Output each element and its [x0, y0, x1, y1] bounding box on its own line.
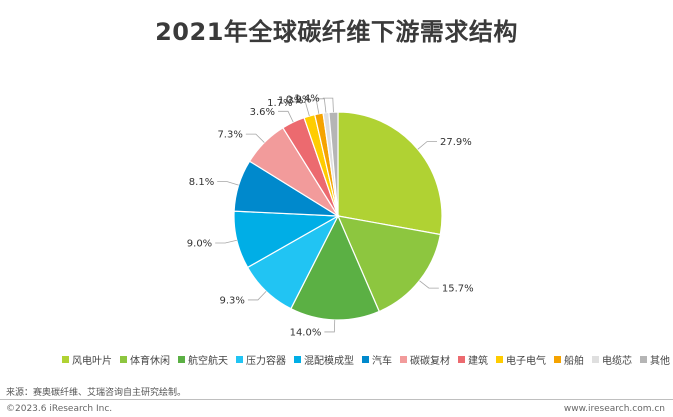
legend-swatch-0	[62, 356, 69, 363]
legend-swatch-4	[294, 356, 301, 363]
pie-slice-1	[337, 215, 442, 313]
legend-label-5: 汽车	[372, 356, 392, 367]
legend-item-7: 建筑	[458, 352, 488, 367]
legend-label-10: 电缆芯	[602, 356, 632, 367]
legend-label-0: 风电叶片	[72, 356, 112, 367]
legend-item-10: 电缆芯	[592, 352, 632, 367]
pie-slice-2	[290, 214, 381, 321]
legend-swatch-1	[120, 356, 127, 363]
pie-chart: 27.9% 15.7% 14.0% 9.3% 9.0% 8.1% 7.3% 3.6%1.7%1…	[187, 94, 474, 339]
copyright-text: ©2023.6 iResearch Inc.	[6, 404, 113, 414]
legend-item-11: 其他	[640, 352, 670, 367]
chart-legend: 风电叶片 体育休闲 航空航天 压力容器 混配模成型 汽车 碳碳复材 建筑 电子电气 船舶 电缆芯 其他	[62, 352, 670, 367]
leader-line-3	[247, 290, 267, 301]
legend-label-1: 体育休闲	[130, 356, 170, 367]
legend-item-0: 风电叶片	[62, 352, 112, 367]
leader-line-8	[295, 102, 310, 117]
legend-item-1: 体育休闲	[120, 352, 170, 367]
legend-item-8: 电子电气	[496, 352, 546, 367]
legend-label-8: 电子电气	[506, 356, 546, 367]
legend-swatch-6	[400, 356, 407, 363]
pie-slice-11	[328, 111, 339, 217]
data-label-4: 9.0%	[187, 239, 212, 250]
leader-line-5	[217, 181, 239, 186]
footer-divider	[0, 399, 673, 400]
leader-line-10	[314, 98, 327, 113]
legend-label-7: 建筑	[468, 356, 488, 367]
pie-slice-0	[337, 111, 443, 236]
data-label-5: 8.1%	[189, 177, 214, 188]
leader-line-9	[306, 99, 320, 114]
data-label-2: 14.0%	[290, 327, 322, 338]
legend-item-6: 碳碳复材	[400, 352, 450, 367]
source-note: 来源：赛奥碳纤维、艾瑞咨询自主研究绘制。	[6, 388, 187, 398]
legend-swatch-9	[554, 356, 561, 363]
data-label-11: 1.4%	[294, 94, 319, 105]
legend-swatch-2	[178, 356, 185, 363]
legend-label-6: 碳碳复材	[410, 356, 450, 367]
legend-swatch-10	[592, 356, 599, 363]
legend-item-3: 压力容器	[236, 352, 286, 367]
leader-line-1	[419, 280, 439, 289]
legend-swatch-11	[640, 356, 647, 363]
data-label-3: 9.3%	[220, 295, 245, 306]
data-label-1: 15.7%	[442, 284, 474, 295]
data-label-7: 3.6%	[250, 107, 275, 118]
legend-item-5: 汽车	[362, 352, 392, 367]
legend-label-11: 其他	[650, 356, 670, 367]
legend-label-9: 船舶	[564, 356, 584, 367]
legend-label-2: 航空航天	[188, 356, 228, 367]
leader-line-2	[324, 319, 336, 333]
legend-swatch-8	[496, 356, 503, 363]
legend-swatch-5	[362, 356, 369, 363]
website-text: www.iresearch.com.cn	[563, 404, 665, 414]
legend-label-3: 压力容器	[246, 356, 286, 367]
legend-swatch-7	[458, 356, 465, 363]
data-label-9: 1.3%	[278, 96, 303, 107]
legend-item-9: 船舶	[554, 352, 584, 367]
leader-line-11	[322, 97, 334, 113]
data-label-0: 27.9%	[440, 137, 472, 148]
legend-label-4: 混配模成型	[304, 356, 354, 367]
legend-item-2: 航空航天	[178, 352, 228, 367]
leader-line-0	[417, 141, 438, 150]
leader-line-6	[245, 133, 265, 143]
chart-title: 2021年全球碳纤维下游需求结构	[155, 18, 518, 46]
leader-line-4	[215, 239, 237, 244]
legend-item-4: 混配模成型	[294, 352, 354, 367]
data-label-6: 7.3%	[217, 130, 242, 141]
legend-swatch-3	[236, 356, 243, 363]
data-label-8: 1.7%	[267, 98, 292, 109]
leader-line-7	[278, 110, 294, 123]
data-label-10: 0.9%	[286, 94, 311, 105]
